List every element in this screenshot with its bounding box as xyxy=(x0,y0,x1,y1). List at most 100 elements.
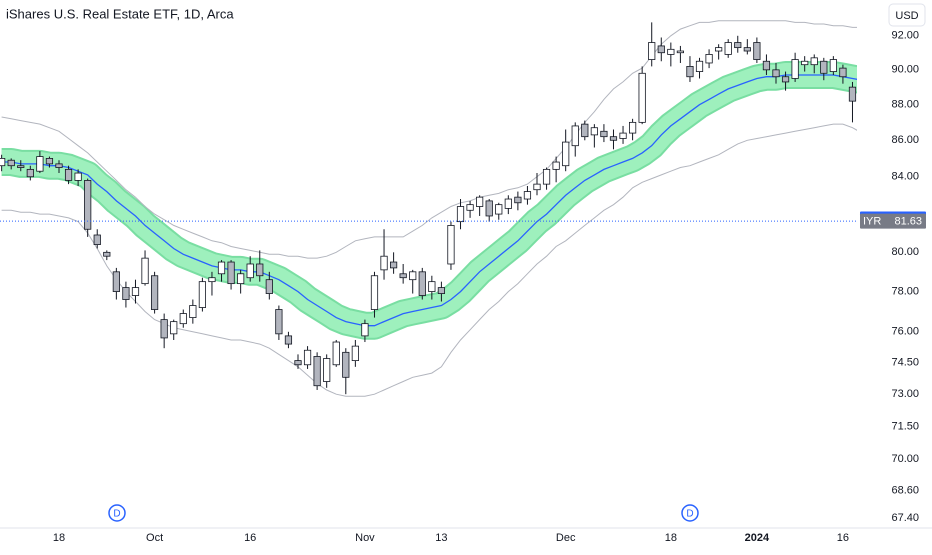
event-marker[interactable] xyxy=(108,504,126,522)
candle-body xyxy=(380,255,388,271)
price-label-name: IYR xyxy=(863,215,881,227)
candle-body xyxy=(791,59,799,79)
x-tick-label: Nov xyxy=(355,532,375,544)
candle-body xyxy=(179,313,187,325)
candle-body xyxy=(523,191,532,200)
candle-body xyxy=(562,141,570,167)
x-tick-label: Oct xyxy=(146,532,163,544)
candle-body xyxy=(686,66,694,78)
candle-body xyxy=(122,287,130,300)
event-label[interactable]: D xyxy=(113,509,120,520)
candle-body xyxy=(609,136,618,141)
candle-body xyxy=(217,261,226,275)
candle-body xyxy=(466,204,474,211)
candle-body xyxy=(581,123,589,138)
candle-body xyxy=(762,60,771,71)
currency-box[interactable] xyxy=(888,3,926,27)
candle-body xyxy=(801,60,809,66)
candle-body xyxy=(437,287,446,294)
candle-body xyxy=(303,349,312,366)
candle-body xyxy=(495,204,503,215)
x-tick-label: 16 xyxy=(837,532,849,544)
y-tick-label: 86.00 xyxy=(891,134,919,146)
title-bg xyxy=(0,4,232,24)
candle-body xyxy=(781,76,790,83)
candle-body xyxy=(456,206,465,223)
candle-body xyxy=(552,161,560,170)
y-tick-label: 67.40 xyxy=(891,512,919,524)
event-label[interactable]: D xyxy=(686,509,693,520)
candle-body xyxy=(131,287,140,296)
candle-body xyxy=(323,358,331,382)
candle-body xyxy=(715,47,723,52)
candle-body xyxy=(676,50,685,54)
candle-body xyxy=(93,234,101,245)
candle-body xyxy=(370,275,379,310)
candle-body xyxy=(428,281,436,292)
y-tick-label: 71.50 xyxy=(891,420,919,432)
candle-body xyxy=(237,273,245,285)
candle-body xyxy=(74,172,82,181)
candle-body xyxy=(734,42,742,49)
candle-body xyxy=(141,257,149,285)
candle-body xyxy=(571,125,579,147)
y-tick-label: 76.00 xyxy=(891,326,919,338)
candle-body xyxy=(7,159,15,167)
y-tick-label: 80.00 xyxy=(891,246,919,258)
y-tick-label: 68.60 xyxy=(891,484,919,496)
bollinger-line xyxy=(1,20,857,259)
candle-body xyxy=(284,335,293,345)
currency[interactable]: USD xyxy=(895,10,918,22)
candle-body xyxy=(476,196,484,207)
candle-body xyxy=(695,60,704,72)
candle-body xyxy=(667,48,675,55)
candle-body xyxy=(227,261,235,285)
x-tick-label: 18 xyxy=(53,532,65,544)
candle-body xyxy=(112,271,120,292)
candle-body xyxy=(84,180,92,230)
y-tick-label: 74.50 xyxy=(891,357,919,369)
candle-body xyxy=(313,356,321,387)
candle-body xyxy=(361,323,369,337)
candle-body xyxy=(150,275,159,310)
candle-body xyxy=(619,132,627,139)
candle-body xyxy=(208,277,216,283)
candle-body xyxy=(829,59,837,72)
candle-body xyxy=(638,72,646,123)
candle-body xyxy=(629,121,637,134)
candle-body xyxy=(772,69,780,78)
candle-body xyxy=(724,42,732,55)
candle-body xyxy=(55,163,63,168)
candle-body xyxy=(64,168,73,181)
y-tick-label: 70.00 xyxy=(891,453,919,465)
candle-body xyxy=(26,168,34,178)
candle-body xyxy=(36,156,44,172)
candle-body xyxy=(514,196,522,204)
plot-area xyxy=(0,20,857,397)
candle-body xyxy=(504,198,512,209)
candle-body xyxy=(351,345,359,362)
candle-body xyxy=(485,200,493,217)
candle-body xyxy=(275,309,283,335)
candle-body xyxy=(189,305,197,318)
y-tick-label: 88.00 xyxy=(891,99,919,111)
y-tick-label: 92.00 xyxy=(891,30,919,42)
candle-body xyxy=(447,225,455,265)
event-marker[interactable] xyxy=(681,504,699,522)
candle-body xyxy=(409,271,417,281)
x-tick-label: Dec xyxy=(556,532,576,544)
candle-body xyxy=(418,271,426,296)
candle-body xyxy=(170,321,178,335)
bollinger-line xyxy=(1,123,857,397)
x-tick-label: 18 xyxy=(665,532,677,544)
candle-body xyxy=(342,351,350,378)
candle-body xyxy=(198,281,206,308)
candle-body xyxy=(705,54,713,64)
ma-line xyxy=(1,74,857,327)
y-tick-label: 90.00 xyxy=(891,64,919,76)
x-tick-label: 16 xyxy=(244,532,256,544)
candle-body xyxy=(0,157,6,167)
candle-body xyxy=(533,183,541,191)
candle-body xyxy=(160,319,168,339)
